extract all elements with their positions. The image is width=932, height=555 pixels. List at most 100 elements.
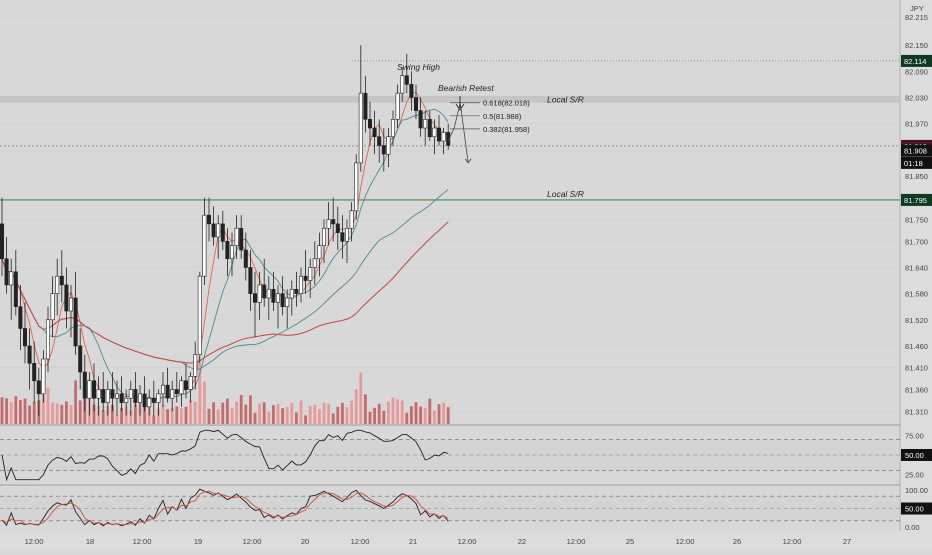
candle[interactable] xyxy=(59,275,64,286)
candle[interactable] xyxy=(404,75,409,85)
candle[interactable] xyxy=(128,389,133,399)
candle[interactable] xyxy=(427,119,432,138)
candle[interactable] xyxy=(32,363,37,382)
price-tag[interactable] xyxy=(901,144,932,157)
candle[interactable] xyxy=(390,119,395,138)
candle[interactable] xyxy=(4,258,9,286)
time-axis[interactable] xyxy=(0,531,900,550)
candle[interactable] xyxy=(101,389,106,403)
candle[interactable] xyxy=(156,393,161,403)
candle[interactable] xyxy=(262,284,267,299)
resistance-zone[interactable] xyxy=(0,95,900,103)
candle[interactable] xyxy=(280,293,285,307)
candle[interactable] xyxy=(344,227,349,242)
candle[interactable] xyxy=(418,110,423,129)
candle[interactable] xyxy=(271,288,276,303)
candle[interactable] xyxy=(349,210,354,229)
candle[interactable] xyxy=(22,328,27,347)
candle[interactable] xyxy=(105,389,110,403)
candle[interactable] xyxy=(50,293,55,321)
candle[interactable] xyxy=(363,92,368,120)
candle[interactable] xyxy=(354,162,359,212)
candle[interactable] xyxy=(36,380,41,395)
candle[interactable] xyxy=(18,306,23,329)
candle[interactable] xyxy=(87,380,92,399)
candle[interactable] xyxy=(220,223,225,242)
price-tag[interactable] xyxy=(901,156,932,169)
candle[interactable] xyxy=(303,275,308,281)
candle[interactable] xyxy=(335,223,340,233)
candle[interactable] xyxy=(239,227,244,251)
candle[interactable] xyxy=(69,297,74,312)
candle[interactable] xyxy=(253,293,258,303)
candle[interactable] xyxy=(377,136,382,146)
rsi-value-tag[interactable] xyxy=(901,449,932,461)
candle[interactable] xyxy=(358,92,363,164)
candle[interactable] xyxy=(161,384,166,395)
stoch-value-tag[interactable] xyxy=(901,502,932,515)
candle[interactable] xyxy=(312,258,317,268)
candle[interactable] xyxy=(446,132,451,146)
stoch-k-line[interactable] xyxy=(1,488,449,527)
candle[interactable] xyxy=(317,245,322,260)
candle[interactable] xyxy=(413,97,418,111)
candle[interactable] xyxy=(147,397,152,408)
candle[interactable] xyxy=(225,241,230,260)
candle[interactable] xyxy=(78,345,83,373)
candle[interactable] xyxy=(243,249,248,268)
candle[interactable] xyxy=(41,358,46,395)
candle[interactable] xyxy=(207,214,212,225)
candle[interactable] xyxy=(294,288,299,294)
candle[interactable] xyxy=(115,393,120,399)
candle[interactable] xyxy=(441,132,446,142)
candle[interactable] xyxy=(289,288,294,299)
candle[interactable] xyxy=(184,380,189,390)
candle[interactable] xyxy=(331,219,336,225)
candle[interactable] xyxy=(197,275,202,355)
candle[interactable] xyxy=(73,297,78,347)
candle[interactable] xyxy=(230,245,235,260)
candle[interactable] xyxy=(400,75,405,94)
candle[interactable] xyxy=(386,136,391,155)
candle[interactable] xyxy=(174,389,179,395)
candle[interactable] xyxy=(138,393,143,403)
projection-path[interactable] xyxy=(447,102,469,163)
candle[interactable] xyxy=(326,219,331,229)
candle[interactable] xyxy=(133,389,138,403)
candle[interactable] xyxy=(308,267,313,281)
candle[interactable] xyxy=(193,354,198,377)
candle[interactable] xyxy=(432,127,437,138)
candle[interactable] xyxy=(234,227,239,246)
price-tag[interactable] xyxy=(901,54,932,67)
candle[interactable] xyxy=(340,232,345,242)
candle[interactable] xyxy=(211,223,216,238)
candle[interactable] xyxy=(257,284,262,303)
candle[interactable] xyxy=(119,393,124,403)
candle[interactable] xyxy=(64,284,69,312)
candle[interactable] xyxy=(151,397,156,403)
candle[interactable] xyxy=(321,227,326,246)
candle[interactable] xyxy=(96,389,101,399)
candle[interactable] xyxy=(298,275,303,294)
candle[interactable] xyxy=(248,267,253,294)
candle[interactable] xyxy=(275,293,280,303)
candle[interactable] xyxy=(9,271,14,286)
candle[interactable] xyxy=(92,380,97,399)
stoch-d-line[interactable] xyxy=(1,490,449,526)
candle[interactable] xyxy=(55,275,60,294)
candle[interactable] xyxy=(367,119,372,129)
candle[interactable] xyxy=(395,92,400,120)
price-pane[interactable] xyxy=(0,0,900,424)
candle[interactable] xyxy=(266,288,271,299)
candle[interactable] xyxy=(436,127,441,142)
candle[interactable] xyxy=(165,384,170,399)
candle[interactable] xyxy=(170,389,175,399)
candle[interactable] xyxy=(381,145,386,155)
candle[interactable] xyxy=(202,214,207,277)
price-axis[interactable] xyxy=(900,0,932,550)
candle[interactable] xyxy=(110,389,115,399)
candle[interactable] xyxy=(285,297,290,307)
price-tag[interactable] xyxy=(901,193,932,206)
candle[interactable] xyxy=(82,371,87,399)
